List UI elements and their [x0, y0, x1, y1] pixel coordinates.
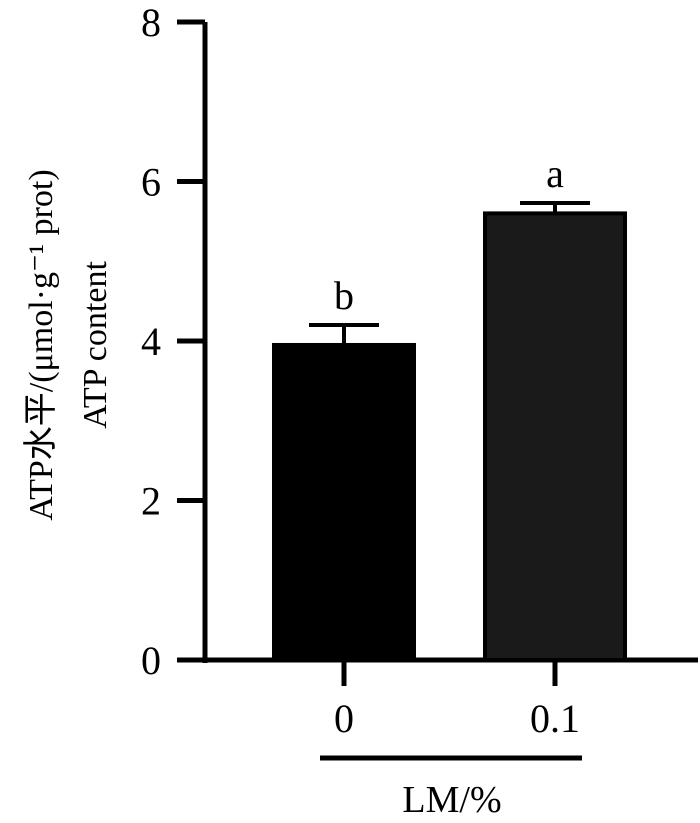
y-axis-title-line2: ATP content	[77, 261, 114, 429]
y-tick-label: 2	[141, 479, 161, 524]
x-tick-label: 0.1	[530, 696, 580, 741]
error-bars	[309, 201, 590, 345]
x-axis-title: LM/%	[402, 779, 501, 821]
bar	[272, 342, 416, 662]
significance-labels: ba	[334, 151, 564, 318]
y-axis-title-line1: ATP水平/(μmol·g⁻¹ prot)	[23, 169, 60, 520]
x-axis: 0 0.1	[177, 657, 698, 741]
y-tick-label: 8	[141, 0, 161, 45]
x-tick-label: 0	[334, 696, 354, 741]
y-tick-label: 6	[141, 160, 161, 205]
bars	[272, 211, 627, 662]
significance-label: a	[546, 151, 564, 196]
bar	[483, 211, 627, 662]
y-tick-label: 0	[141, 638, 161, 683]
y-tick-label: 4	[141, 319, 161, 364]
y-axis: 0 2 4 6 8	[141, 0, 208, 683]
significance-label: b	[334, 273, 354, 318]
